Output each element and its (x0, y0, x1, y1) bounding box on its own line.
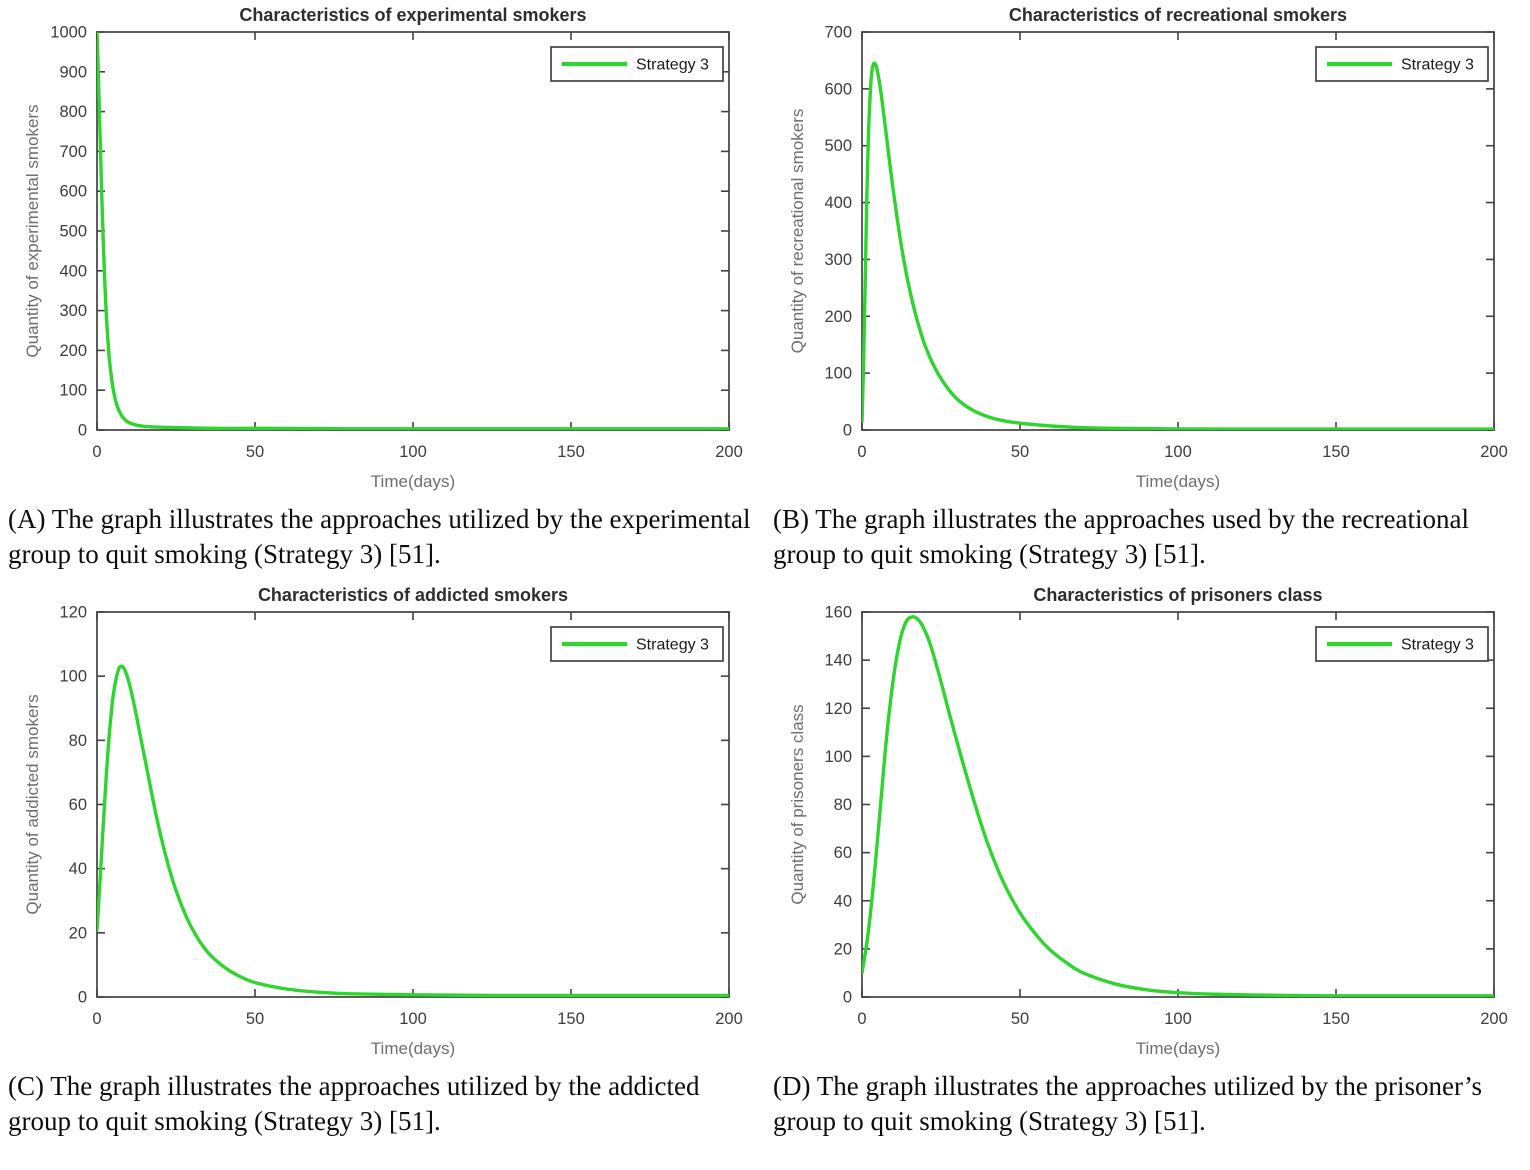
svg-text:150: 150 (557, 443, 585, 461)
svg-text:20: 20 (834, 941, 852, 959)
svg-text:120: 120 (824, 700, 852, 718)
svg-text:50: 50 (246, 1010, 264, 1028)
panel-b: 0 50 100 150 200 0 100 200 300 400 500 600 700 Charac… (765, 0, 1530, 580)
svg-text:600: 600 (59, 183, 87, 201)
svg-text:60: 60 (834, 844, 852, 862)
svg-text:400: 400 (59, 262, 87, 280)
axes: 0 50 100 150 200 0 20 40 60 80 100 120 140 160 (824, 604, 1507, 1029)
caption-d: (D) The graph illustrates the approaches… (773, 1071, 1483, 1137)
svg-text:500: 500 (59, 223, 87, 241)
svg-text:100: 100 (1164, 443, 1192, 461)
chart-title: Characteristics of experimental smokers (239, 5, 586, 25)
svg-text:150: 150 (1322, 1010, 1350, 1028)
chart-addicted-smokers: 0 50 100 150 200 0 20 40 60 80 100 120 Characteristi… (0, 580, 765, 1068)
svg-text:200: 200 (824, 308, 852, 326)
y-axis-label: Quantity of addicted smokers (23, 695, 42, 915)
svg-text:50: 50 (1011, 443, 1029, 461)
svg-text:0: 0 (843, 422, 852, 440)
svg-text:100: 100 (399, 443, 427, 461)
legend-label: Strategy 3 (1401, 57, 1474, 74)
svg-text:900: 900 (59, 63, 87, 81)
axes: 0 50 100 150 200 0 100 200 300 400 500 600 700 (824, 24, 1507, 462)
svg-text:200: 200 (59, 342, 87, 360)
legend-label: Strategy 3 (636, 57, 709, 74)
svg-text:40: 40 (69, 860, 87, 878)
svg-text:100: 100 (399, 1010, 427, 1028)
svg-text:800: 800 (59, 103, 87, 121)
svg-text:0: 0 (78, 989, 87, 1007)
caption-b: (B) The graph illustrates the approaches… (773, 504, 1469, 570)
svg-text:500: 500 (824, 137, 852, 155)
chart-title: Characteristics of prisoners class (1033, 585, 1322, 605)
svg-text:80: 80 (834, 796, 852, 814)
svg-text:700: 700 (59, 143, 87, 161)
svg-text:100: 100 (1164, 1010, 1192, 1028)
svg-text:100: 100 (824, 748, 852, 766)
legend: Strategy 3 (1315, 626, 1489, 663)
chart-title: Characteristics of addicted smokers (258, 585, 568, 605)
svg-text:200: 200 (1480, 1010, 1508, 1028)
svg-text:0: 0 (78, 422, 87, 440)
svg-text:150: 150 (557, 1010, 585, 1028)
svg-text:0: 0 (857, 443, 866, 461)
legend: Strategy 3 (1315, 46, 1489, 82)
svg-text:600: 600 (824, 80, 852, 98)
svg-text:50: 50 (1011, 1010, 1029, 1028)
x-axis-label: Time(days) (1136, 472, 1220, 491)
x-axis-label: Time(days) (371, 1039, 455, 1058)
svg-text:100: 100 (59, 668, 87, 686)
svg-text:200: 200 (1480, 443, 1508, 461)
svg-text:50: 50 (246, 443, 264, 461)
svg-text:700: 700 (824, 24, 852, 42)
series-line-strategy-3 (862, 61, 1494, 430)
chart-experimental-smokers: 0 50 100 150 200 0 100 200 300 400 500 600 700 800 900… (0, 0, 765, 500)
svg-text:200: 200 (715, 1010, 743, 1028)
svg-text:300: 300 (59, 302, 87, 320)
axes: 0 50 100 150 200 0 100 200 300 400 500 600 700 800 900… (50, 24, 742, 462)
y-axis-label: Quantity of recreational smokers (788, 109, 807, 354)
legend: Strategy 3 (550, 626, 724, 663)
legend-label: Strategy 3 (1401, 637, 1474, 654)
series-line-strategy-3 (97, 664, 729, 998)
legend: Strategy 3 (550, 46, 724, 82)
svg-text:1000: 1000 (50, 24, 87, 42)
panel-a: 0 50 100 150 200 0 100 200 300 400 500 600 700 800 900… (0, 0, 765, 580)
chart-prisoners-class: 0 50 100 150 200 0 20 40 60 80 100 120 140 160 Charact… (765, 580, 1530, 1068)
svg-text:400: 400 (824, 194, 852, 212)
svg-text:80: 80 (69, 732, 87, 750)
svg-text:150: 150 (1322, 443, 1350, 461)
svg-text:100: 100 (824, 365, 852, 383)
svg-text:160: 160 (824, 604, 852, 622)
legend-label: Strategy 3 (636, 637, 709, 654)
svg-text:0: 0 (92, 1010, 101, 1028)
svg-text:140: 140 (824, 652, 852, 670)
x-axis-label: Time(days) (371, 472, 455, 491)
axes: 0 50 100 150 200 0 20 40 60 80 100 120 (59, 604, 742, 1029)
caption-a: (A) The graph illustrates the approaches… (8, 504, 751, 570)
svg-text:60: 60 (69, 796, 87, 814)
svg-text:120: 120 (59, 604, 87, 622)
caption-c: (C) The graph illustrates the approaches… (8, 1071, 700, 1137)
y-axis-label: Quantity of experimental smokers (23, 104, 42, 357)
chart-recreational-smokers: 0 50 100 150 200 0 100 200 300 400 500 600 700 Charac… (765, 0, 1530, 500)
svg-text:0: 0 (857, 1010, 866, 1028)
svg-text:300: 300 (824, 251, 852, 269)
chart-title: Characteristics of recreational smokers (1009, 5, 1347, 25)
panel-c: 0 50 100 150 200 0 20 40 60 80 100 120 Characteristi… (0, 580, 765, 1147)
series-line-strategy-3 (862, 615, 1494, 998)
svg-text:200: 200 (715, 443, 743, 461)
svg-text:0: 0 (843, 989, 852, 1007)
svg-text:0: 0 (92, 443, 101, 461)
y-axis-label: Quantity of prisoners class (788, 705, 807, 905)
x-axis-label: Time(days) (1136, 1039, 1220, 1058)
series-line-strategy-3 (97, 32, 729, 430)
panel-d: 0 50 100 150 200 0 20 40 60 80 100 120 140 160 Charact… (765, 580, 1530, 1147)
svg-text:40: 40 (834, 892, 852, 910)
svg-text:100: 100 (59, 382, 87, 400)
svg-text:20: 20 (69, 925, 87, 943)
